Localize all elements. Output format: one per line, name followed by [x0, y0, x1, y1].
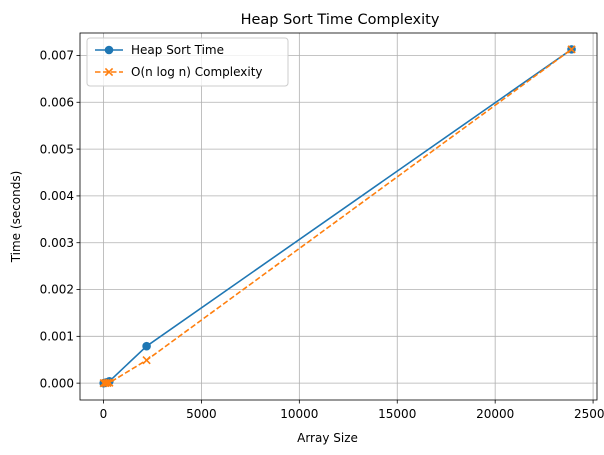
- series-2-point: [105, 378, 114, 387]
- grid-lines: [80, 33, 597, 400]
- plot-area: [80, 33, 597, 400]
- series-2-point: [103, 378, 112, 388]
- y-tick-label: 0.005: [40, 142, 74, 156]
- y-tick-label: 0.000: [40, 376, 74, 390]
- chart-title: Heap Sort Time Complexity: [241, 12, 440, 28]
- legend-marker-1: [104, 45, 114, 55]
- x-tick-label: 5000: [186, 407, 217, 421]
- y-tick-label: 0.003: [40, 236, 74, 250]
- x-tick-label: 0: [100, 407, 108, 421]
- series-2-point: [142, 356, 151, 365]
- series-layer: [99, 45, 576, 388]
- x-tick-label: 20000: [476, 407, 514, 421]
- y-tick-label: 0.002: [40, 283, 74, 297]
- x-tick-label: 10000: [280, 407, 318, 421]
- legend-marker-2: [104, 67, 114, 77]
- x-axis-label: Array Size: [297, 431, 358, 445]
- series-2-point: [567, 45, 576, 54]
- y-tick-label: 0.001: [40, 330, 74, 344]
- y-axis-label: Time (seconds): [9, 171, 23, 264]
- legend-label-2: O(n log n) Complexity: [131, 65, 263, 79]
- legend-box: [86, 37, 289, 87]
- y-tick-label: 0.006: [40, 95, 74, 109]
- legend-label-1: Heap Sort Time: [131, 43, 224, 57]
- plot-frame: [79, 32, 598, 401]
- legend: Heap Sort Time O(n log n) Complexity: [86, 37, 289, 87]
- series-1-point: [142, 341, 151, 351]
- x-tick-label: 15000: [378, 407, 416, 421]
- y-tick-label: 0.004: [40, 189, 74, 203]
- y-tick-label: 0.007: [40, 49, 74, 63]
